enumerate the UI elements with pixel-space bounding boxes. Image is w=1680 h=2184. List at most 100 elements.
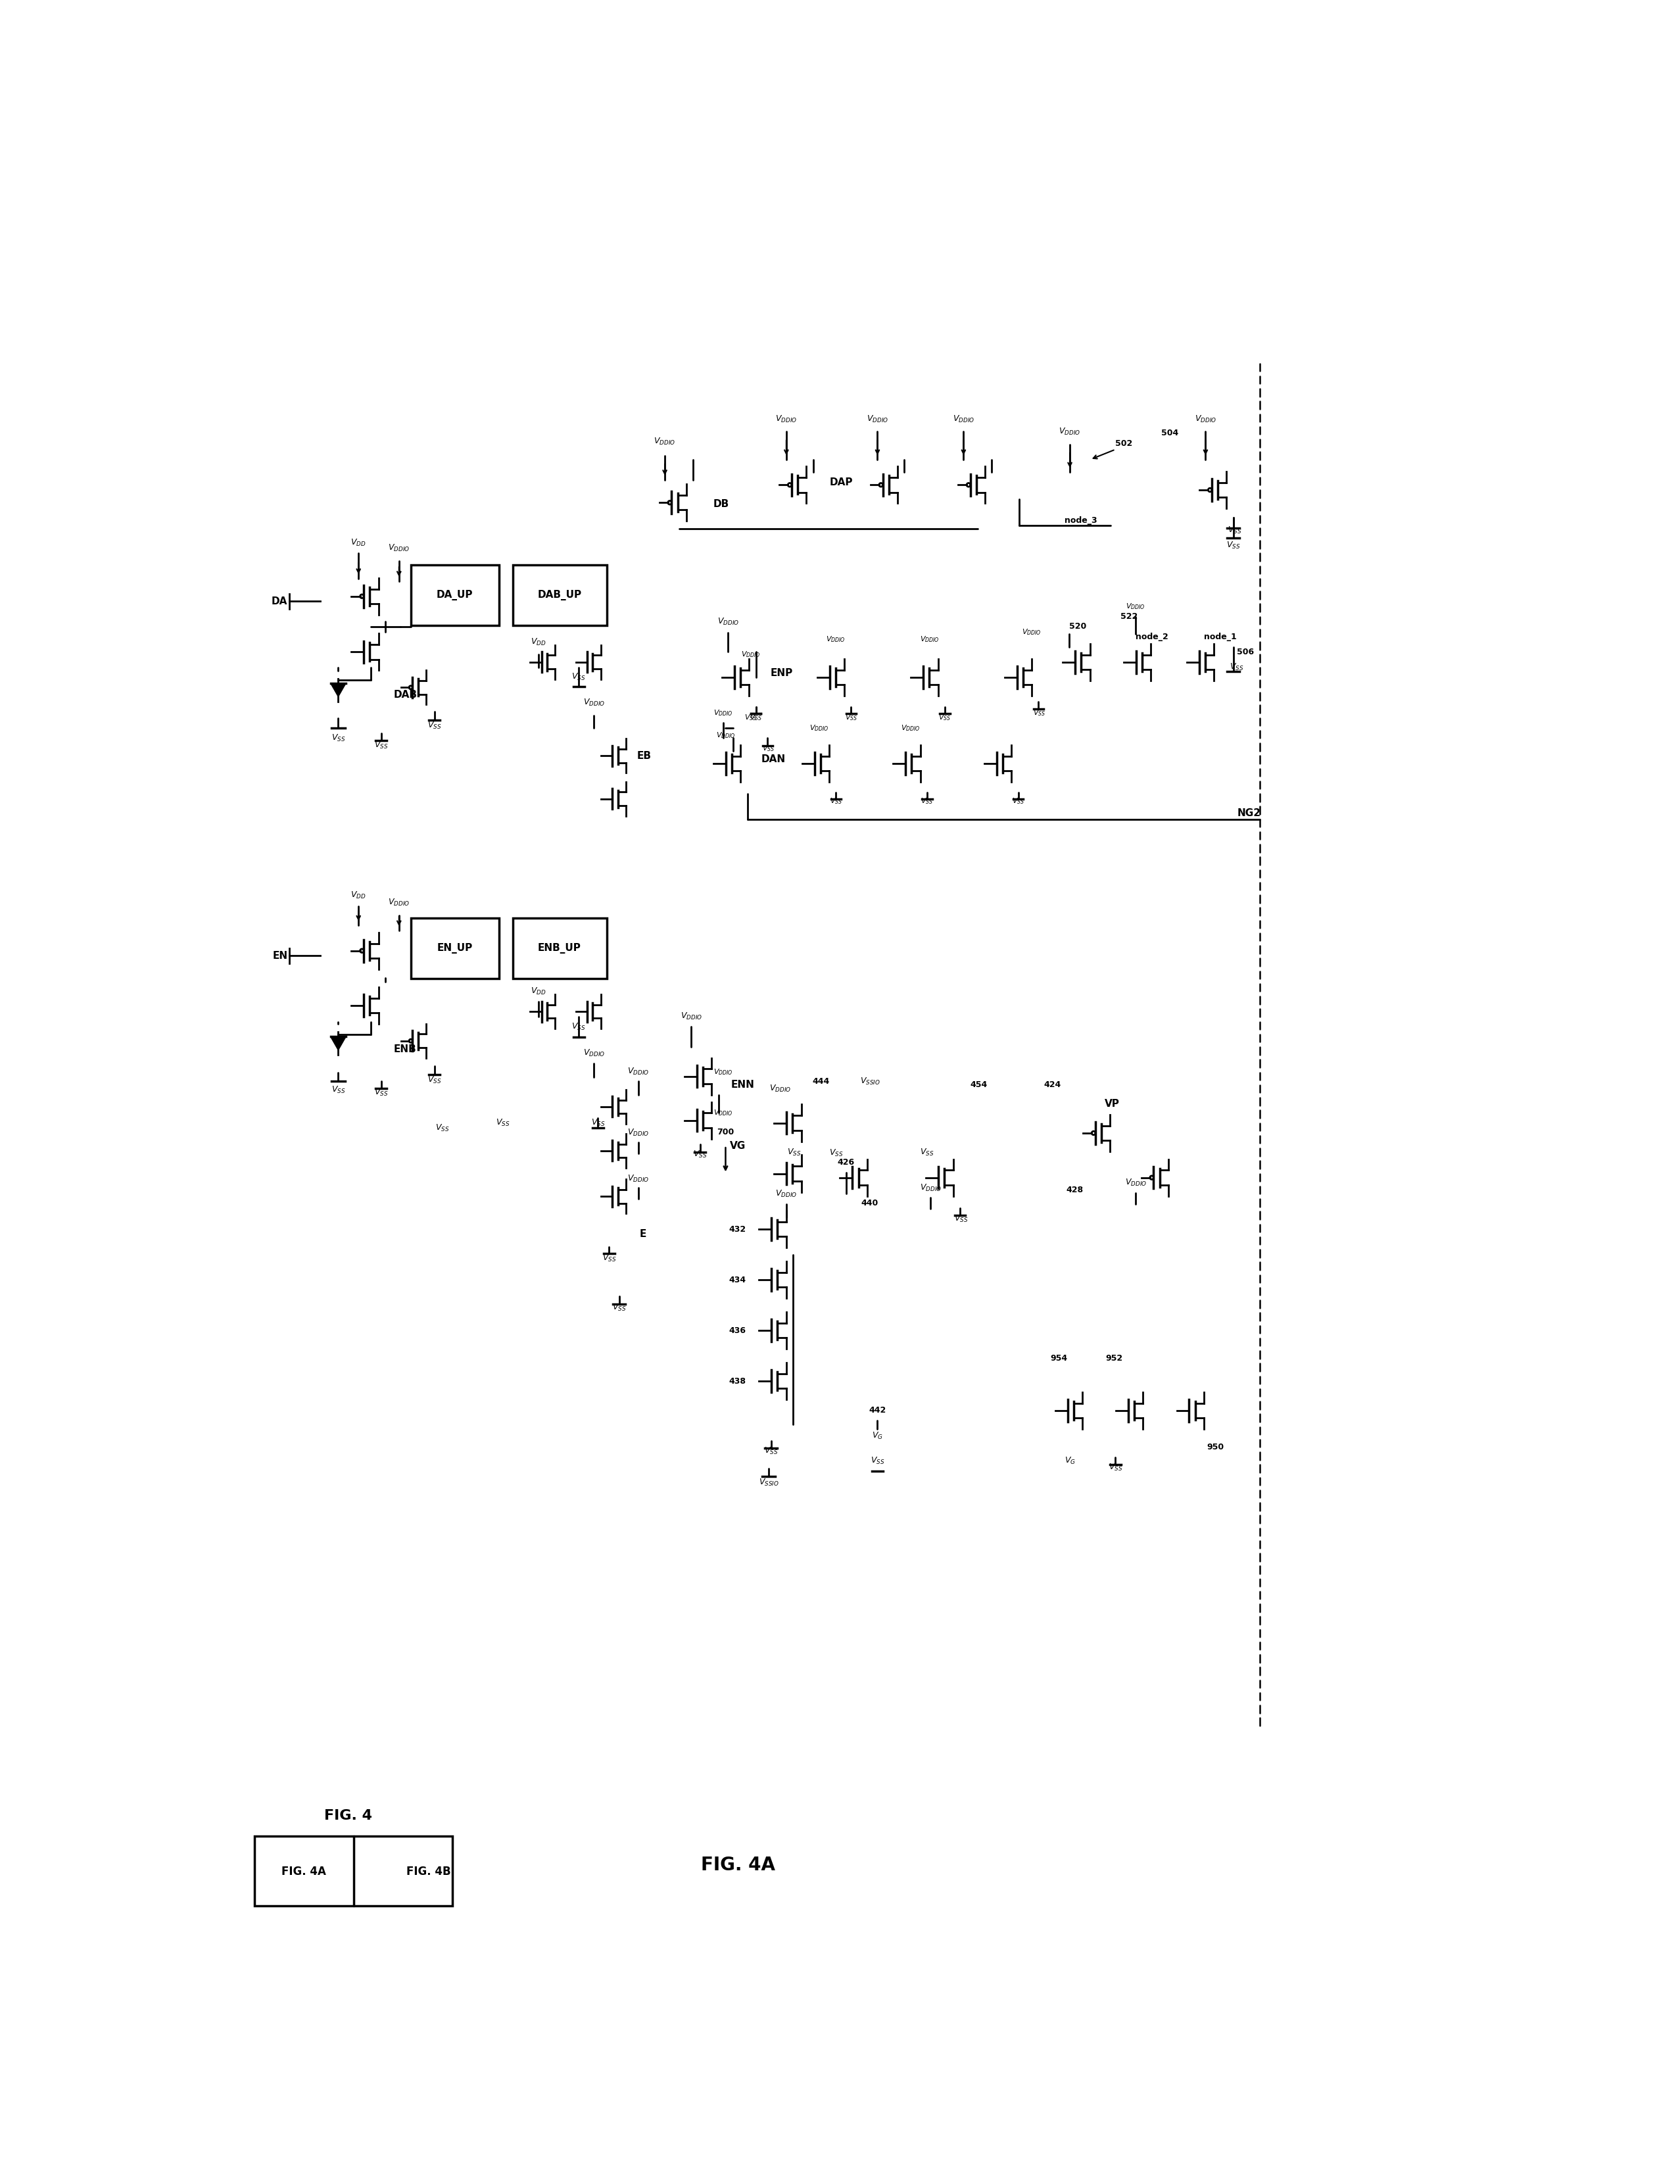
Text: $V_{SS}$: $V_{SS}$ [331,1085,346,1094]
Text: $V_{DDIO}$: $V_{DDIO}$ [717,616,739,627]
Text: DAB_UP: DAB_UP [538,590,581,601]
Text: $V_{DDIO}$: $V_{DDIO}$ [921,636,939,644]
Text: 522: 522 [1121,612,1137,620]
Text: $V_{SS}$: $V_{SS}$ [1011,797,1025,806]
Text: 950: 950 [1206,1444,1223,1452]
Text: 444: 444 [811,1077,830,1085]
Polygon shape [331,684,346,697]
Text: ENB_UP: ENB_UP [538,943,581,954]
Text: FIG. 4A: FIG. 4A [282,1865,326,1878]
Text: EN: EN [272,950,287,961]
Text: $V_G$: $V_G$ [1065,1457,1075,1465]
Text: $V_{DDIO}$: $V_{DDIO}$ [714,1068,732,1077]
Text: $V_{SS}$: $V_{SS}$ [830,797,842,806]
Text: $V_{SS}$: $V_{SS}$ [870,1457,884,1465]
Text: $V_{DDIO}$: $V_{DDIO}$ [900,723,921,732]
Text: $V_{DDIO}$: $V_{DDIO}$ [1126,1177,1146,1188]
Text: $V_{SS}$: $V_{SS}$ [1230,662,1243,673]
Bar [512,566,606,625]
Text: $V_{SS}$: $V_{SS}$ [763,745,774,753]
Text: 434: 434 [729,1275,746,1284]
Text: $V_{DDIO}$: $V_{DDIO}$ [716,732,736,740]
Text: 442: 442 [869,1406,885,1415]
Text: NG2: NG2 [1236,808,1260,819]
Text: $V_{DDIO}$: $V_{DDIO}$ [776,415,798,424]
Text: 504: 504 [1161,428,1179,437]
Text: 502: 502 [1116,439,1132,448]
Text: DA: DA [272,596,287,607]
Text: DB: DB [712,500,729,509]
Text: 424: 424 [1043,1081,1060,1090]
Text: $V_{SS}$: $V_{SS}$ [1033,708,1045,716]
Text: DAB: DAB [393,690,418,699]
Text: 520: 520 [1068,622,1085,631]
Text: $V_{SS}$: $V_{SS}$ [612,1304,627,1313]
Text: $V_{SS}$: $V_{SS}$ [591,1118,605,1127]
Text: $V_{DDIO}$: $V_{DDIO}$ [388,898,410,909]
Text: $V_{DDIO}$: $V_{DDIO}$ [769,1083,791,1094]
Text: 426: 426 [837,1158,855,1166]
Text: 436: 436 [729,1326,746,1334]
Text: $V_{DDIO}$: $V_{DDIO}$ [1194,415,1216,424]
Text: 432: 432 [729,1225,746,1234]
Text: $V_{SS}$: $V_{SS}$ [939,714,951,723]
Text: $V_{SS}$: $V_{SS}$ [427,721,442,729]
Text: $V_{SS}$: $V_{SS}$ [786,1147,801,1158]
Text: $V_{SS}$: $V_{SS}$ [435,1123,449,1133]
Text: 952: 952 [1105,1354,1122,1363]
Text: $V_{SS}$: $V_{SS}$ [764,1446,778,1457]
Text: FIG. 4: FIG. 4 [324,1808,373,1821]
Text: $V_{DDIO}$: $V_{DDIO}$ [810,723,828,732]
Text: E: E [640,1230,647,1238]
Text: $V_{DDIO}$: $V_{DDIO}$ [680,1011,702,1022]
Text: $V_{SS}$: $V_{SS}$ [954,1214,968,1223]
Text: $V_{SS}$: $V_{SS}$ [331,734,346,743]
Text: $V_{DDIO}$: $V_{DDIO}$ [388,544,410,553]
Text: $V_{DD}$: $V_{DD}$ [351,537,366,548]
Text: $V_{DDIO}$: $V_{DDIO}$ [827,636,845,644]
Text: EB: EB [637,751,652,760]
Text: $V_{SS}$: $V_{SS}$ [571,673,586,681]
Bar [410,917,499,978]
Text: $V_{DDIO}$: $V_{DDIO}$ [628,1173,650,1184]
Bar [255,1837,452,1907]
Text: $V_{SSIO}$: $V_{SSIO}$ [758,1479,780,1487]
Text: DA_UP: DA_UP [437,590,474,601]
Text: DAP: DAP [830,478,853,487]
Text: $V_{SS}$: $V_{SS}$ [694,1149,707,1160]
Text: $V_{SS}$: $V_{SS}$ [828,1149,843,1158]
Text: $V_G$: $V_G$ [872,1431,884,1441]
Text: $V_{SS}$: $V_{SS}$ [427,1075,442,1085]
Polygon shape [331,1037,346,1051]
Text: $V_{DDIO}$: $V_{DDIO}$ [583,1048,605,1057]
Text: VP: VP [1104,1099,1119,1109]
Text: DAN: DAN [761,753,786,764]
Text: 428: 428 [1067,1186,1084,1195]
Text: $V_{DDIO}$: $V_{DDIO}$ [919,1184,941,1192]
Text: $V_{DDIO}$: $V_{DDIO}$ [714,1107,732,1118]
Text: $V_{SS}$: $V_{SS}$ [921,797,934,806]
Text: ENN: ENN [731,1081,754,1090]
Text: $V_{SS}$: $V_{SS}$ [921,1147,934,1158]
Text: $V_{SS}$: $V_{SS}$ [744,714,758,723]
Text: $V_{SS}$: $V_{SS}$ [749,714,763,723]
Text: $V_{DDIO}$: $V_{DDIO}$ [714,708,732,716]
Text: EN_UP: EN_UP [437,943,472,954]
Text: FIG. 4B: FIG. 4B [407,1865,450,1878]
Text: $V_{SS}$: $V_{SS}$ [1226,542,1240,550]
Text: node_2: node_2 [1136,633,1168,642]
Text: 954: 954 [1050,1354,1067,1363]
Text: $V_{SS}$: $V_{SS}$ [845,714,857,723]
Text: $V_{SS}$: $V_{SS}$ [375,740,388,751]
Text: $V_{DDIO}$: $V_{DDIO}$ [1126,603,1146,612]
Text: $V_{DDIO}$: $V_{DDIO}$ [1021,627,1042,636]
Text: 438: 438 [729,1376,746,1385]
Text: 454: 454 [969,1081,988,1090]
Text: ENP: ENP [769,668,793,679]
Bar [512,917,606,978]
Text: $V_{SS}$: $V_{SS}$ [1228,526,1242,535]
Text: $V_{SS}$: $V_{SS}$ [601,1254,617,1265]
Text: 700: 700 [717,1127,734,1136]
Text: $V_{DD}$: $V_{DD}$ [531,987,546,996]
Text: $V_{SS}$: $V_{SS}$ [496,1118,509,1127]
